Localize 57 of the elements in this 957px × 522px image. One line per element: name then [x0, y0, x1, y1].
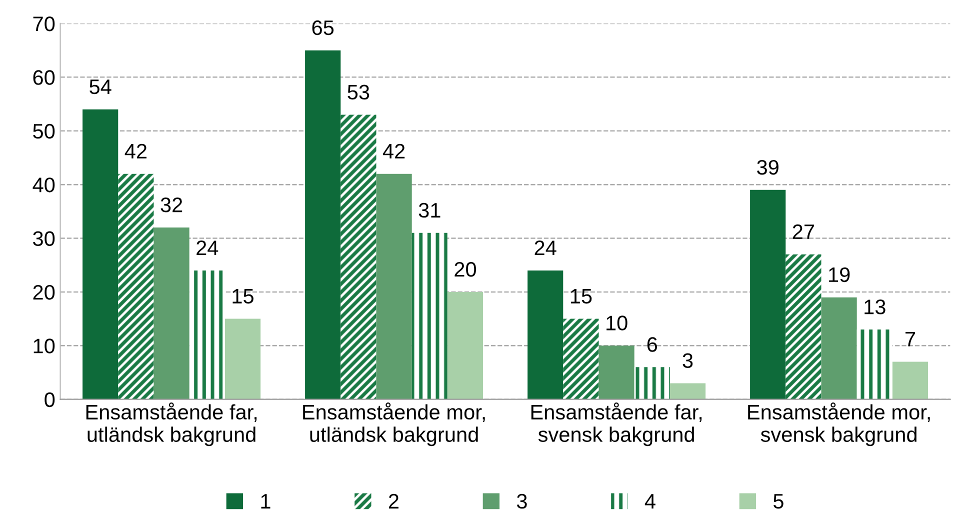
- bar: [189, 270, 225, 400]
- data-label: 15: [232, 289, 254, 304]
- legend-label: 4: [644, 494, 656, 508]
- y-tick-label: 20: [33, 284, 55, 300]
- bar: [340, 114, 376, 400]
- bar: [82, 109, 118, 400]
- data-label: 15: [570, 289, 592, 304]
- data-label: 42: [124, 144, 146, 158]
- data-label: 54: [90, 80, 112, 94]
- data-label: 24: [196, 240, 218, 256]
- legend-label: 2: [388, 494, 398, 508]
- bar: [528, 270, 564, 400]
- y-tick-label: 30: [33, 231, 55, 246]
- x-tick-label: Ensamstående far, utländsk bakgrund: [86, 402, 257, 446]
- bar: [563, 318, 599, 400]
- y-tick-label: 70: [33, 16, 55, 32]
- data-label: 65: [312, 20, 334, 36]
- bar: [670, 383, 706, 400]
- data-label: 20: [454, 262, 476, 277]
- legend-label: 3: [516, 494, 527, 509]
- x-tick-label: Ensamstående mor, utländsk bakgrund: [303, 402, 485, 446]
- data-label: 42: [382, 144, 405, 158]
- data-label: 3: [682, 353, 693, 368]
- x-tick-label: Ensamstående far, svensk bakgrund: [531, 402, 702, 446]
- bar: [634, 367, 670, 400]
- data-label: 27: [792, 224, 814, 239]
- y-tick-label: 0: [44, 392, 55, 408]
- bar: [376, 174, 412, 400]
- x-tick-label: Ensamstående mor, svensk bakgrund: [748, 402, 930, 446]
- legend-label: 1: [261, 494, 270, 508]
- bar: [305, 50, 341, 400]
- bar: [118, 174, 154, 400]
- data-label: 39: [757, 160, 778, 175]
- y-tick-label: 50: [33, 124, 55, 139]
- y-tick-label: 10: [34, 338, 55, 354]
- bar: [750, 190, 786, 400]
- bar: [856, 330, 892, 400]
- data-label: 53: [348, 84, 370, 100]
- data-label: 7: [906, 332, 915, 346]
- data-label: 13: [864, 300, 886, 314]
- y-tick-label: 60: [33, 70, 55, 85]
- data-label: 24: [534, 240, 556, 256]
- data-label: 10: [606, 316, 628, 330]
- data-label: 19: [829, 267, 850, 282]
- data-label: 6: [647, 337, 658, 352]
- legend-label: 5: [774, 494, 784, 509]
- data-label: 31: [418, 202, 440, 218]
- bar: [786, 254, 822, 400]
- data-label: 32: [160, 198, 182, 212]
- bar: [447, 292, 484, 400]
- bar: [598, 346, 634, 400]
- bar: [892, 362, 928, 400]
- bar: [224, 318, 261, 400]
- bar: [412, 232, 448, 400]
- bar: [154, 228, 190, 400]
- bar: [821, 297, 857, 400]
- y-tick-label: 40: [32, 178, 55, 192]
